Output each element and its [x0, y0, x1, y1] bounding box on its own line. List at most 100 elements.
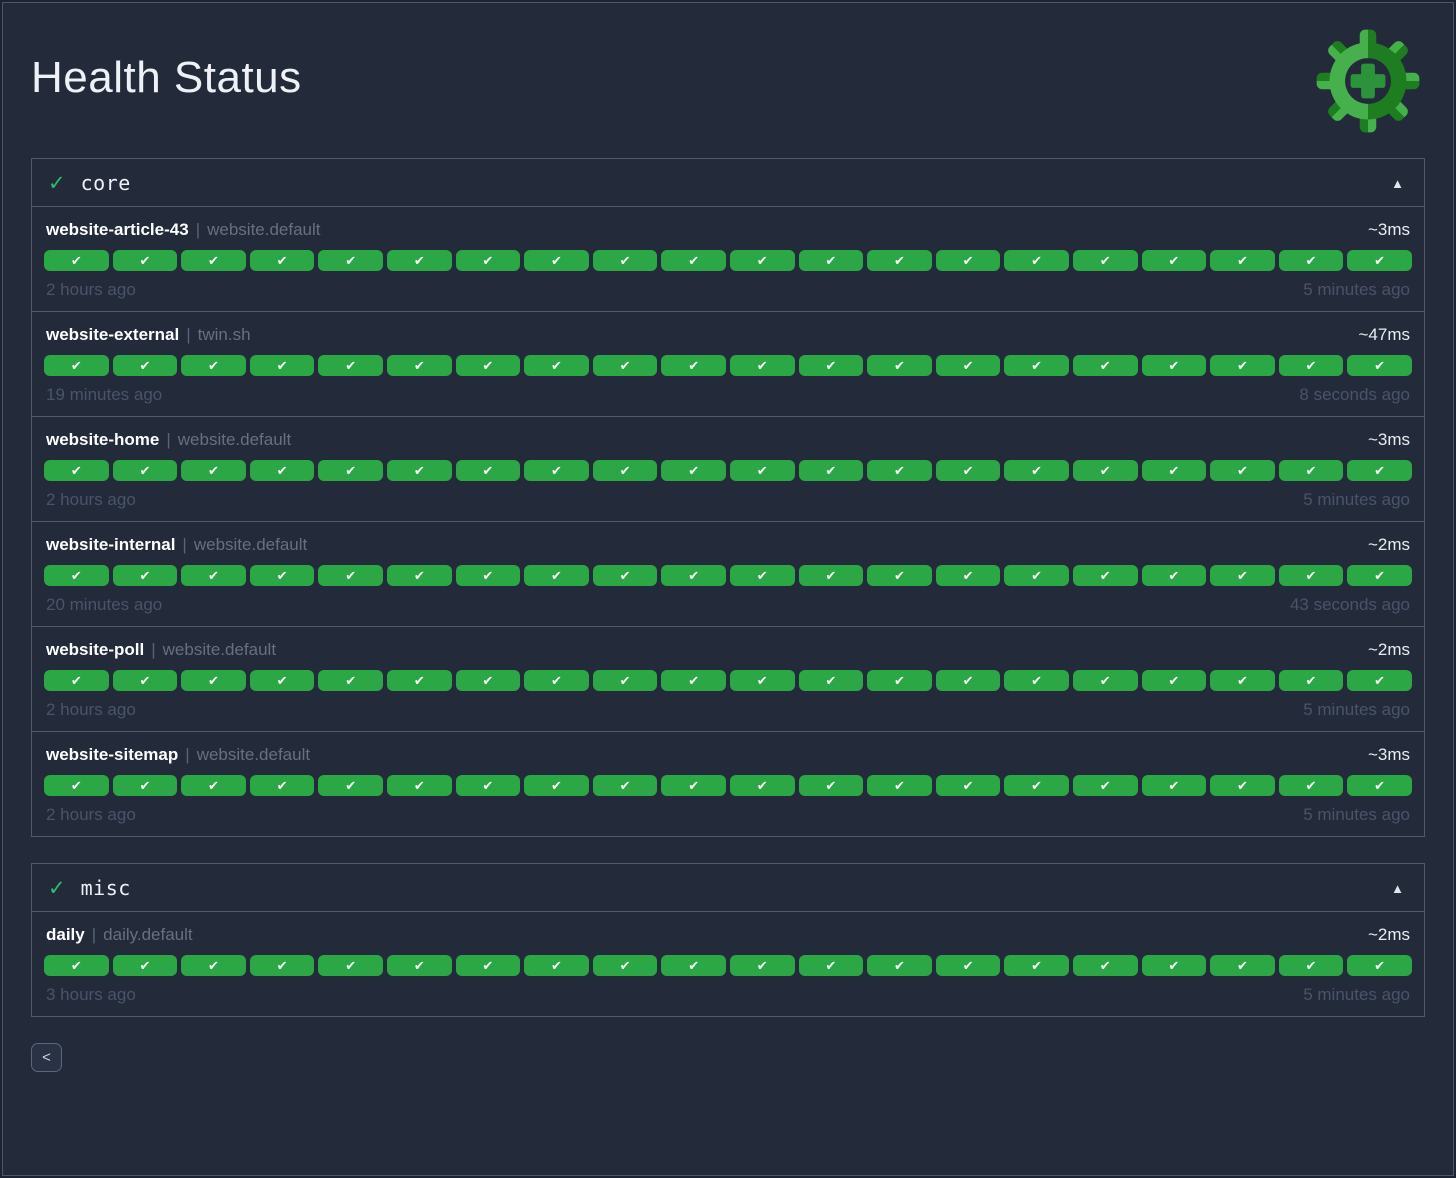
newest-execution-time: 5 minutes ago [1303, 700, 1410, 719]
status-pill-pass: ✔ [249, 355, 315, 376]
status-pill-pass: ✔ [729, 460, 795, 481]
check-latency: ~2ms [1367, 535, 1410, 554]
check-timestamps: 3 hours ago 5 minutes ago [44, 985, 1412, 1005]
previous-page-button[interactable]: < [31, 1043, 62, 1072]
status-pill-pass: ✔ [455, 565, 521, 586]
check-latency: ~3ms [1367, 430, 1410, 449]
status-pill-pass: ✔ [44, 565, 109, 586]
oldest-execution-time: 3 hours ago [46, 985, 136, 1004]
status-pill-pass: ✔ [249, 565, 315, 586]
separator: | [195, 220, 201, 239]
status-pill-pass: ✔ [455, 355, 521, 376]
status-pill-pass: ✔ [386, 775, 452, 796]
check-name: website-external [46, 325, 180, 344]
status-pill-pass: ✔ [661, 955, 726, 976]
status-pill-pass: ✔ [798, 250, 864, 271]
status-pill-pass: ✔ [867, 355, 932, 376]
status-pill-pass: ✔ [1278, 460, 1344, 481]
history-pills: ✔ ✔ ✔ ✔ ✔ ✔ ✔ ✔ ✔ ✔ ✔ ✔ ✔ ✔ ✔ ✔ ✔ ✔ ✔ ✔ [44, 250, 1412, 271]
status-pill-pass: ✔ [935, 670, 1001, 691]
check-timestamps: 19 minutes ago 8 seconds ago [44, 385, 1412, 405]
oldest-execution-time: 2 hours ago [46, 280, 136, 299]
status-pill-pass: ✔ [181, 355, 246, 376]
status-pill-pass: ✔ [1210, 460, 1275, 481]
status-pill-pass: ✔ [729, 250, 795, 271]
status-pill-pass: ✔ [318, 565, 383, 586]
check-timestamps: 2 hours ago 5 minutes ago [44, 280, 1412, 300]
status-pill-pass: ✔ [592, 955, 658, 976]
masthead: Health Status [31, 3, 1425, 158]
status-pill-pass: ✔ [1210, 955, 1275, 976]
check-namespace: website.default [177, 430, 292, 449]
status-pill-pass: ✔ [1072, 565, 1138, 586]
status-pill-pass: ✔ [455, 775, 521, 796]
status-pill-pass: ✔ [1141, 775, 1207, 796]
health-group-panel: ✓ misc ▲ daily | daily.default ~2ms ✔ ✔ ✔ ✔… [31, 863, 1425, 1017]
status-pill-pass: ✔ [44, 460, 109, 481]
collapse-group-button[interactable]: ▲ [1387, 174, 1408, 193]
status-pill-pass: ✔ [798, 670, 864, 691]
triangle-up-icon: ▲ [1391, 880, 1404, 896]
status-pill-pass: ✔ [867, 955, 932, 976]
healthchecks-gear-logo [1316, 29, 1420, 133]
newest-execution-time: 43 seconds ago [1289, 595, 1410, 614]
separator: | [185, 745, 190, 764]
pager: < [31, 1043, 1425, 1072]
separator: | [91, 925, 97, 944]
status-pill-pass: ✔ [1004, 955, 1069, 976]
status-pill-pass: ✔ [1347, 775, 1412, 796]
status-pill-pass: ✔ [592, 460, 658, 481]
check-timestamps: 2 hours ago 5 minutes ago [44, 700, 1412, 720]
status-pill-pass: ✔ [592, 670, 658, 691]
health-check-row: website-article-43 | website.default ~3m… [32, 206, 1424, 311]
status-pill-pass: ✔ [798, 355, 864, 376]
check-name: website-article-43 [46, 220, 189, 239]
status-pill-pass: ✔ [524, 355, 589, 376]
group-header[interactable]: ✓ core ▲ [32, 159, 1424, 206]
check-timestamps: 2 hours ago 5 minutes ago [44, 490, 1412, 510]
health-check-row: website-home | website.default ~3ms ✔ ✔ ✔ ✔… [32, 416, 1424, 521]
status-pill-pass: ✔ [249, 460, 315, 481]
history-pills: ✔ ✔ ✔ ✔ ✔ ✔ ✔ ✔ ✔ ✔ ✔ ✔ ✔ ✔ ✔ ✔ ✔ ✔ ✔ ✔ [44, 955, 1412, 976]
collapse-group-button[interactable]: ▲ [1387, 879, 1408, 898]
status-pill-pass: ✔ [867, 565, 932, 586]
newest-execution-time: 5 minutes ago [1303, 805, 1410, 824]
check-namespace: website.default [162, 640, 277, 659]
group-label: misc [80, 876, 131, 900]
status-pill-pass: ✔ [455, 955, 521, 976]
status-pill-pass: ✔ [661, 565, 726, 586]
status-pill-pass: ✔ [318, 955, 383, 976]
status-pill-pass: ✔ [935, 565, 1001, 586]
status-pill-pass: ✔ [935, 355, 1001, 376]
status-pill-pass: ✔ [1141, 460, 1207, 481]
health-check-row: website-external | twin.sh ~47ms ✔ ✔ ✔ ✔ ✔ ✔ ✔… [32, 311, 1424, 416]
page-title: Health Status [31, 53, 302, 102]
status-pill-pass: ✔ [1141, 355, 1207, 376]
status-pill-pass: ✔ [112, 460, 178, 481]
status-pill-pass: ✔ [112, 955, 178, 976]
status-pill-pass: ✔ [661, 460, 726, 481]
status-pill-pass: ✔ [524, 250, 589, 271]
status-pill-pass: ✔ [867, 250, 932, 271]
check-namespace: daily.default [103, 925, 193, 944]
status-pill-pass: ✔ [867, 670, 932, 691]
group-checks: daily | daily.default ~2ms ✔ ✔ ✔ ✔ ✔ ✔ ✔ ✔ ✔ ✔ ✔ ✔ ✔… [32, 911, 1424, 1016]
status-pill-pass: ✔ [318, 250, 383, 271]
group-header[interactable]: ✓ misc ▲ [32, 864, 1424, 911]
status-pill-pass: ✔ [455, 670, 521, 691]
health-group-panel: ✓ core ▲ website-article-43 | website.de… [31, 158, 1425, 837]
status-pill-pass: ✔ [318, 460, 383, 481]
separator: | [182, 535, 187, 554]
status-pill-pass: ✔ [318, 775, 383, 796]
oldest-execution-time: 2 hours ago [46, 700, 136, 719]
check-title: website-sitemap | website.default ~3ms [44, 745, 1412, 765]
status-pill-pass: ✔ [798, 955, 864, 976]
newest-execution-time: 8 seconds ago [1299, 385, 1410, 404]
status-pill-pass: ✔ [729, 355, 795, 376]
status-pill-pass: ✔ [798, 460, 864, 481]
status-pill-pass: ✔ [386, 460, 452, 481]
status-pill-pass: ✔ [1347, 955, 1412, 976]
status-pill-pass: ✔ [661, 775, 726, 796]
status-pill-pass: ✔ [524, 955, 589, 976]
status-pill-pass: ✔ [249, 955, 315, 976]
